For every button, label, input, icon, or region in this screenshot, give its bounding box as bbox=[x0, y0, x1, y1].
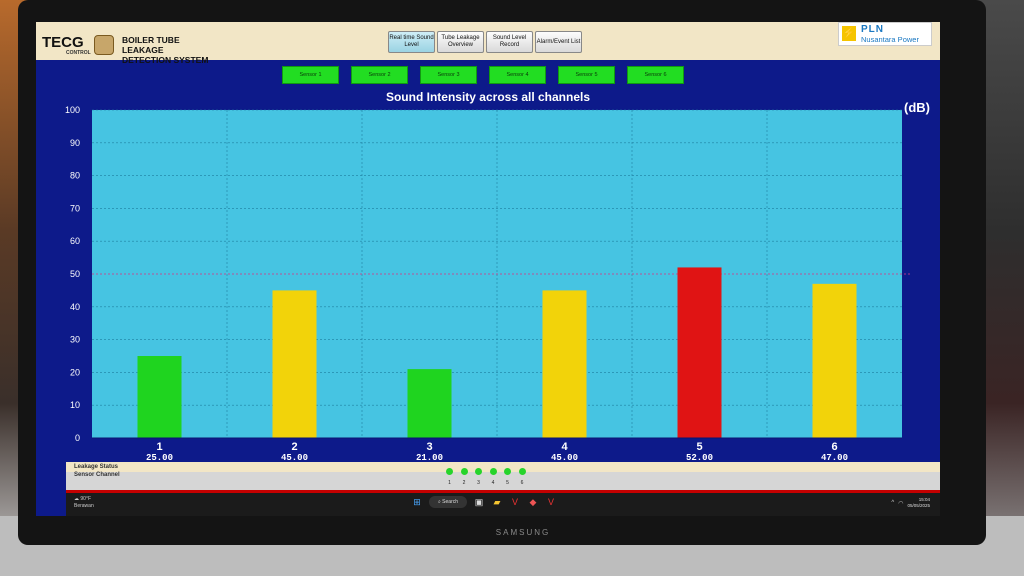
nav-realtime-sound-level[interactable]: Real time Sound Level bbox=[388, 31, 435, 53]
sound-intensity-chart: 0102030405060708090100125.00245.00321.00… bbox=[65, 105, 912, 462]
cloud-icon: ☁ bbox=[74, 496, 79, 502]
app-vt-icon[interactable]: V bbox=[511, 497, 518, 507]
leakage-led-4 bbox=[489, 468, 497, 475]
clock[interactable]: 15:04 05/05/2025 bbox=[907, 497, 930, 509]
clock-time: 15:04 bbox=[918, 497, 930, 502]
bar bbox=[677, 267, 722, 438]
windows-start-icon[interactable]: ⊞ bbox=[413, 496, 421, 507]
y-tick-label: 100 bbox=[65, 105, 80, 115]
bar bbox=[137, 356, 182, 438]
y-tick-label: 80 bbox=[70, 171, 80, 181]
leakage-led-3 bbox=[475, 468, 482, 475]
footer-red-bar bbox=[66, 490, 940, 493]
channel-number: 5 bbox=[506, 480, 509, 486]
leakage-led-1 bbox=[446, 468, 453, 475]
sensor-3-button[interactable]: Sensor 3 bbox=[420, 66, 477, 84]
y-tick-label: 30 bbox=[70, 335, 80, 345]
sensor-channel-label: Sensor Channel bbox=[74, 472, 120, 478]
channel-number: 3 bbox=[477, 480, 480, 486]
channel-number: 6 bbox=[520, 480, 524, 486]
monitor-brand: SAMSUNG bbox=[495, 528, 551, 537]
y-tick-label: 0 bbox=[75, 433, 80, 443]
sensor-5-button[interactable]: Sensor 5 bbox=[558, 66, 615, 84]
channel-number: 1 bbox=[448, 480, 451, 486]
x-category-label: 3 bbox=[426, 441, 432, 453]
leakage-led-6 bbox=[518, 468, 526, 475]
bar-value-label: 45.00 bbox=[281, 453, 308, 462]
browser-icon[interactable]: ◆ bbox=[529, 496, 537, 507]
bar-value-label: 25.00 bbox=[146, 453, 173, 462]
channel-numbers: 1 2 3 4 5 6 bbox=[446, 480, 526, 486]
leakage-status-label: Leakage Status bbox=[74, 464, 119, 470]
bar bbox=[812, 283, 857, 438]
sensor-6-button[interactable]: Sensor 6 bbox=[627, 66, 684, 84]
leakage-leds bbox=[446, 468, 526, 475]
nav-tube-leakage-overview[interactable]: Tube Leakage Overview bbox=[437, 31, 484, 53]
nav-sound-level-record[interactable]: Sound Level Record bbox=[486, 31, 533, 53]
x-category-label: 2 bbox=[291, 441, 297, 453]
x-category-label: 1 bbox=[156, 441, 162, 453]
weather-widget[interactable]: ☁ 90°F Berawan bbox=[74, 496, 94, 510]
x-category-label: 5 bbox=[696, 441, 702, 453]
taskbar-apps: ⊞ ⌕ Search ▣ ▰ V ◆ V bbox=[411, 496, 557, 508]
weather-desc: Berawan bbox=[74, 503, 94, 509]
windows-taskbar: ☁ 90°F Berawan ⊞ ⌕ Search ▣ ▰ V ◆ V ^ ◠ … bbox=[66, 493, 940, 516]
nav-alarm-event-list[interactable]: Alarm/Event List bbox=[535, 31, 582, 53]
app-vt2-icon[interactable]: V bbox=[547, 497, 554, 507]
clock-date: 05/05/2025 bbox=[907, 503, 930, 508]
sensor-channel-row: Sensor Channel bbox=[66, 472, 940, 490]
main-nav: Real time Sound Level Tube Leakage Overv… bbox=[388, 31, 582, 53]
pln-brand-sub: Nusantara Power bbox=[861, 35, 919, 44]
channel-number: 2 bbox=[462, 480, 466, 486]
app-header: TECG CONTROL BOILER TUBE LEAKAGE DETECTI… bbox=[36, 22, 940, 65]
bar bbox=[542, 290, 587, 438]
company-logo: TECG bbox=[42, 34, 84, 51]
system-tray: ^ ◠ 15:04 05/05/2025 bbox=[891, 497, 930, 509]
weather-temp: 90°F bbox=[80, 496, 92, 502]
x-category-label: 4 bbox=[561, 441, 568, 453]
bar-value-label: 52.00 bbox=[686, 453, 713, 462]
taskbar-search[interactable]: ⌕ Search bbox=[429, 496, 467, 508]
wifi-icon[interactable]: ◠ bbox=[898, 500, 904, 507]
chart-unit-label: (dB) bbox=[904, 100, 930, 115]
screen: TECG CONTROL BOILER TUBE LEAKAGE DETECTI… bbox=[36, 22, 940, 516]
sensor-2-button[interactable]: Sensor 2 bbox=[351, 66, 408, 84]
lightning-icon: ⚡ bbox=[842, 26, 856, 41]
leakage-status-row: Leakage Status bbox=[66, 462, 940, 472]
bar-value-label: 45.00 bbox=[551, 453, 578, 462]
chevron-up-icon[interactable]: ^ bbox=[891, 500, 895, 506]
task-view-icon[interactable]: ▣ bbox=[474, 496, 484, 507]
y-tick-label: 20 bbox=[70, 367, 80, 377]
search-icon: ⌕ bbox=[437, 499, 443, 505]
y-tick-label: 60 bbox=[70, 236, 80, 246]
y-tick-label: 40 bbox=[70, 302, 80, 312]
leakage-led-5 bbox=[504, 468, 511, 475]
sensor-4-button[interactable]: Sensor 4 bbox=[489, 66, 546, 84]
company-logo-sub: CONTROL bbox=[66, 50, 91, 56]
file-explorer-icon[interactable]: ▰ bbox=[493, 496, 501, 507]
search-label: Search bbox=[442, 499, 459, 505]
channel-number: 4 bbox=[491, 480, 495, 486]
sensor-1-button[interactable]: Sensor 1 bbox=[282, 66, 339, 84]
bar bbox=[407, 369, 452, 438]
leakage-led-2 bbox=[460, 468, 468, 475]
chart-title: Sound Intensity across all channels bbox=[385, 90, 591, 104]
y-tick-label: 10 bbox=[70, 400, 80, 410]
x-category-label: 6 bbox=[831, 441, 837, 453]
pln-brand-name: PLN bbox=[861, 24, 884, 35]
y-tick-label: 70 bbox=[70, 203, 80, 213]
pln-brand-box: ⚡ PLN Nusantara Power bbox=[838, 22, 932, 46]
bar bbox=[272, 290, 317, 438]
bar-value-label: 47.00 bbox=[821, 453, 848, 462]
y-tick-label: 50 bbox=[70, 269, 80, 279]
system-title: BOILER TUBE LEAKAGE DETECTION SYSTEM bbox=[122, 35, 209, 65]
y-tick-label: 90 bbox=[70, 138, 80, 148]
sensor-buttons: Sensor 1 Sensor 2 Sensor 3 Sensor 4 Sens… bbox=[282, 66, 684, 84]
logo-mark-icon bbox=[94, 35, 114, 55]
bar-value-label: 21.00 bbox=[416, 453, 443, 462]
